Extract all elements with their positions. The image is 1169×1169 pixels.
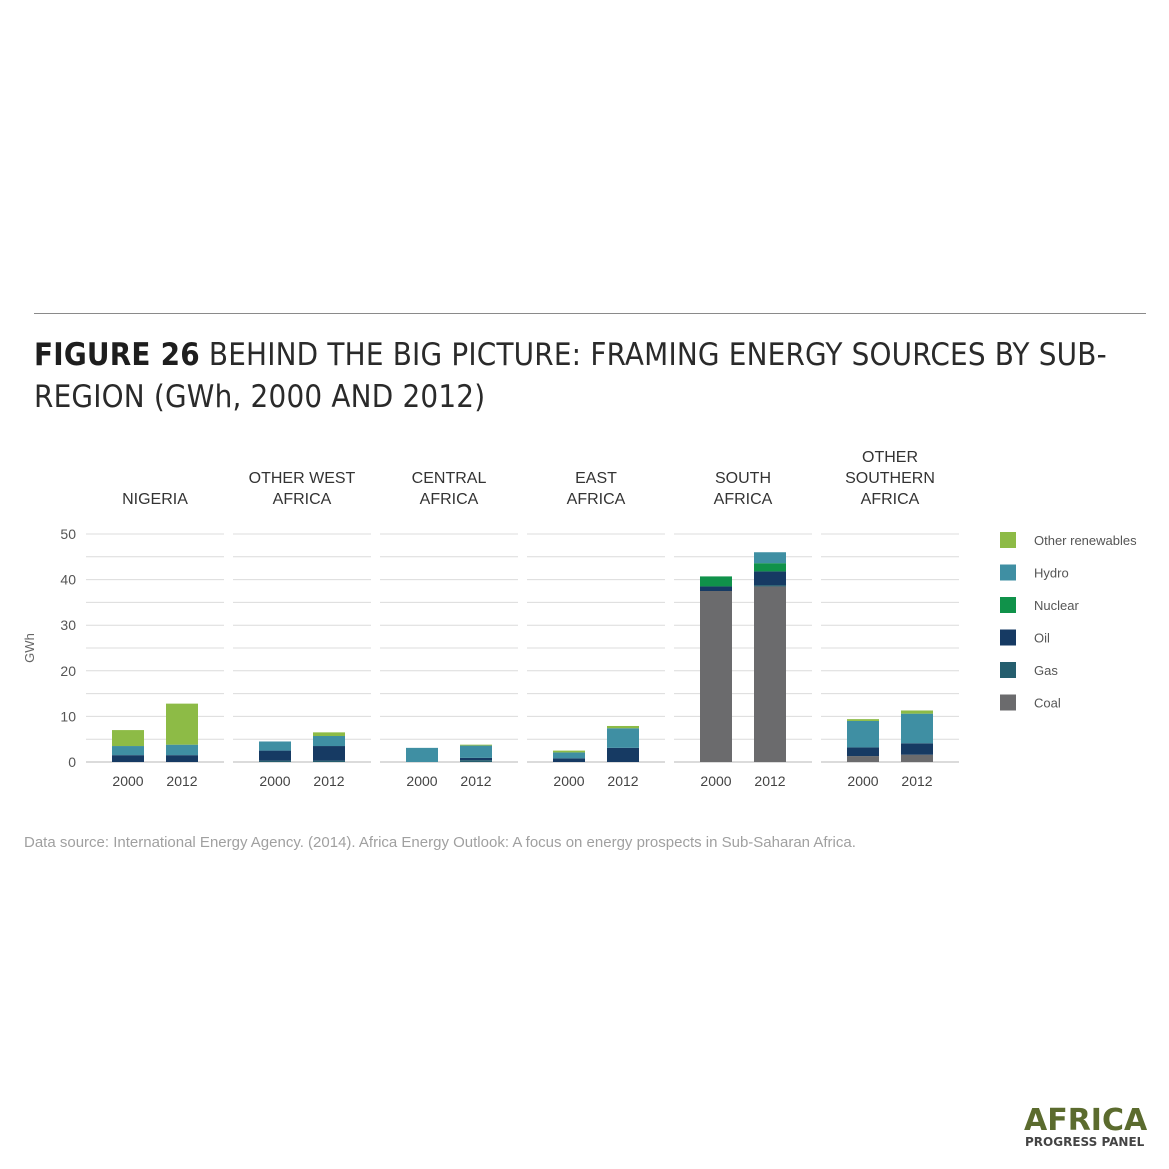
bar-segment-other-renewables xyxy=(112,730,144,747)
bar-segment-oil xyxy=(607,747,639,762)
group-label: CENTRAL xyxy=(412,470,487,487)
figure-label: FIGURE 26 xyxy=(34,337,200,373)
bar-segment-other-renewables xyxy=(553,750,585,753)
group-label: AFRICA xyxy=(861,491,920,508)
bar-segment-gas xyxy=(460,760,492,762)
bar-segment-oil xyxy=(847,747,879,757)
logo-line2: PROGRESS PANEL xyxy=(1025,1135,1145,1149)
bar-segment-coal xyxy=(901,754,933,762)
x-tick-label: 2000 xyxy=(112,773,143,789)
bar-segment-other-renewables xyxy=(607,725,639,729)
bar-segment-hydro xyxy=(847,720,879,748)
bar-segment-coal xyxy=(847,756,879,762)
legend-swatch xyxy=(1000,564,1016,581)
bar-segment-hydro xyxy=(166,744,198,756)
bar-segment-oil xyxy=(553,758,585,762)
stacked-bar-chart: GWh 0 10 20 30 40 50 NIGERIA 2000 2012 OTHER WEST A… xyxy=(22,449,1137,789)
group-label: AFRICA xyxy=(567,491,626,508)
data-source-note: Data source: International Energy Agency… xyxy=(24,834,856,851)
legend-swatch xyxy=(1000,662,1016,678)
legend-label: Gas xyxy=(1034,663,1058,678)
group-label: AFRICA xyxy=(714,491,773,508)
bar-segment-hydro xyxy=(460,745,492,758)
y-tick-label: 10 xyxy=(60,708,76,724)
logo-line1: AFRICA xyxy=(1024,1103,1147,1138)
bar-segment-hydro xyxy=(259,741,291,751)
legend-swatch xyxy=(1000,694,1016,711)
figure-title-text: BEHIND THE BIG PICTURE: FRAMING ENERGY S… xyxy=(34,337,1107,415)
x-tick-label: 2012 xyxy=(901,773,932,789)
group-label: OTHER xyxy=(862,449,918,466)
bar-segment-gas xyxy=(259,760,291,762)
bar-segment-nuclear xyxy=(700,576,732,587)
bar-segment-oil xyxy=(700,586,732,591)
bar-segment-oil xyxy=(901,743,933,755)
legend-swatch xyxy=(1000,629,1016,646)
bar-segment-other-renewables xyxy=(166,703,198,745)
x-tick-label: 2012 xyxy=(460,773,491,789)
x-tick-label: 2012 xyxy=(313,773,344,789)
bar-segment-coal xyxy=(700,591,732,762)
bar-segment-other-renewables xyxy=(847,719,879,721)
bar-segment-hydro xyxy=(607,728,639,748)
bar-segment-hydro xyxy=(754,552,786,564)
x-tick-label: 2000 xyxy=(553,773,584,789)
bar-segment-hydro xyxy=(406,747,438,762)
y-tick-label: 30 xyxy=(60,617,76,633)
y-tick-label: 40 xyxy=(60,572,76,588)
top-rule xyxy=(34,313,1146,314)
bar-segment-other-renewables xyxy=(313,732,345,737)
bar-segment-coal xyxy=(754,586,786,762)
group-label: SOUTH xyxy=(715,470,771,487)
bar-segment-gas xyxy=(754,585,786,587)
group-label: EAST xyxy=(575,470,617,487)
bar-segment-hydro xyxy=(112,746,144,756)
bar-segment-oil xyxy=(166,755,198,762)
legend-swatch xyxy=(1000,532,1016,548)
bar-segment-oil xyxy=(112,755,144,762)
x-tick-label: 2000 xyxy=(700,773,731,789)
bar-segment-oil xyxy=(754,571,786,586)
x-tick-label: 2012 xyxy=(166,773,197,789)
bar-segment-gas xyxy=(313,760,345,762)
bar-segment-oil xyxy=(313,746,345,761)
figure-title: FIGURE 26 BEHIND THE BIG PICTURE: FRAMIN… xyxy=(34,334,1144,418)
bar-segment-hydro xyxy=(313,736,345,747)
group-label: OTHER WEST xyxy=(249,470,356,487)
bar-segment-hydro xyxy=(901,713,933,744)
group-label: SOUTHERN xyxy=(845,470,935,487)
legend-label: Other renewables xyxy=(1034,533,1137,548)
y-tick-label: 0 xyxy=(68,754,76,770)
bar-segment-nuclear xyxy=(754,563,786,572)
x-tick-label: 2012 xyxy=(754,773,785,789)
bar-segment-other-renewables xyxy=(460,744,492,746)
africa-progress-panel-logo: AFRICA PROGRESS PANEL xyxy=(1024,1103,1147,1149)
x-tick-label: 2000 xyxy=(847,773,878,789)
x-tick-label: 2000 xyxy=(259,773,290,789)
group-label: AFRICA xyxy=(273,491,332,508)
x-tick-label: 2012 xyxy=(607,773,638,789)
legend-label: Hydro xyxy=(1034,566,1069,581)
group-label: AFRICA xyxy=(420,491,479,508)
legend-swatch xyxy=(1000,597,1016,613)
group-label: NIGERIA xyxy=(122,491,188,508)
legend-label: Coal xyxy=(1034,696,1061,711)
x-tick-label: 2000 xyxy=(406,773,437,789)
bar-segment-other-renewables xyxy=(901,710,933,714)
bar-segment-oil xyxy=(259,750,291,761)
y-axis-label: GWh xyxy=(22,633,37,663)
bar-segment-oil xyxy=(460,757,492,761)
legend-label: Nuclear xyxy=(1034,598,1079,613)
y-tick-label: 20 xyxy=(60,663,76,679)
legend-label: Oil xyxy=(1034,631,1050,646)
y-tick-label: 50 xyxy=(60,526,76,542)
bar-segment-hydro xyxy=(553,752,585,759)
